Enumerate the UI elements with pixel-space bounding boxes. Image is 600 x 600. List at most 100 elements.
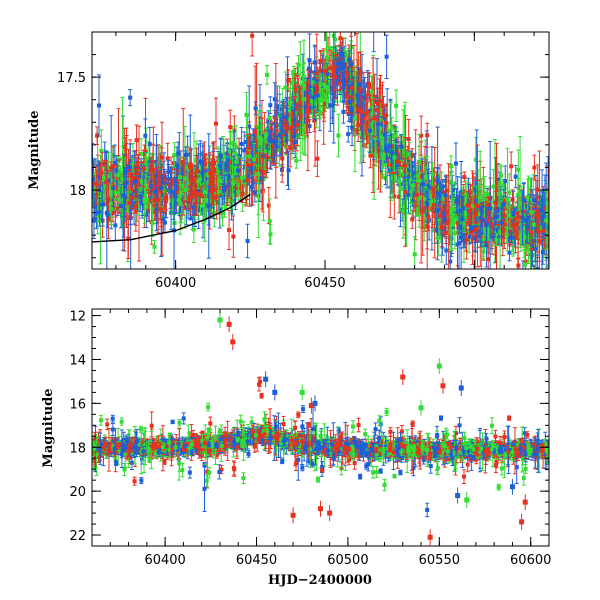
y-tick-label: 20 xyxy=(69,485,86,500)
outlier-point xyxy=(464,491,470,508)
data-point xyxy=(363,428,368,440)
data-point xyxy=(419,115,424,156)
data-point xyxy=(300,464,305,472)
data-point xyxy=(509,151,514,181)
y-tick-label: 16 xyxy=(69,397,86,412)
data-point xyxy=(206,442,211,448)
data-point xyxy=(488,140,493,269)
data-point xyxy=(516,257,521,269)
data-point xyxy=(349,32,354,37)
data-point xyxy=(528,447,533,454)
outlier-point xyxy=(440,377,446,394)
data-point xyxy=(356,417,361,433)
data-point xyxy=(241,472,246,485)
data-point xyxy=(326,12,330,28)
data-point xyxy=(132,476,137,486)
y-tick-label: 14 xyxy=(69,353,86,368)
data-point xyxy=(305,17,309,29)
data-point xyxy=(306,421,311,428)
data-point xyxy=(497,203,502,245)
data-point xyxy=(374,447,379,454)
bottom-x-axis-title: HJD−2400000 xyxy=(268,573,372,588)
data-point xyxy=(384,34,389,79)
data-point xyxy=(280,458,285,465)
data-point xyxy=(232,461,237,477)
data-point xyxy=(206,402,211,412)
data-point xyxy=(152,239,157,254)
data-point xyxy=(253,101,258,116)
data-point xyxy=(406,447,411,455)
y-tick-label: 22 xyxy=(69,529,86,544)
data-point xyxy=(98,414,103,426)
data-point xyxy=(520,260,525,269)
data-point xyxy=(320,467,325,473)
data-point xyxy=(493,457,498,474)
bottom-y-axis-title: Magnitude xyxy=(41,388,56,467)
data-point xyxy=(227,210,232,251)
outlier-point xyxy=(522,494,528,511)
data-point xyxy=(346,125,351,143)
data-point xyxy=(231,215,236,258)
data-point xyxy=(110,422,115,436)
data-point xyxy=(105,418,110,431)
data-point xyxy=(347,446,352,452)
outlier-point xyxy=(436,358,442,375)
data-point xyxy=(494,142,499,269)
data-point xyxy=(371,32,376,53)
data-point xyxy=(356,444,361,450)
data-point xyxy=(382,478,387,492)
x-tick-label: 60400 xyxy=(155,276,196,291)
data-point xyxy=(503,165,508,197)
y-tick-label: 18 xyxy=(69,441,86,456)
data-point xyxy=(425,502,430,518)
data-point xyxy=(110,414,115,423)
data-point xyxy=(384,407,389,417)
data-point xyxy=(264,65,269,85)
data-point xyxy=(245,223,250,259)
x-tick-label: 60550 xyxy=(419,553,460,568)
x-tick-label: 60500 xyxy=(454,276,495,291)
data-point xyxy=(378,468,383,474)
x-tick-label: 60400 xyxy=(144,553,185,568)
data-point xyxy=(217,464,222,480)
outlier-point xyxy=(519,513,525,530)
data-point xyxy=(392,473,397,479)
data-point xyxy=(358,473,363,480)
data-point xyxy=(457,417,462,434)
data-point xyxy=(303,445,308,452)
y-tick-label: 17.5 xyxy=(57,71,86,86)
data-point xyxy=(435,461,440,476)
outlier-point xyxy=(458,380,464,396)
outlier-point xyxy=(299,384,305,401)
data-point xyxy=(214,442,219,449)
data-point xyxy=(122,463,127,477)
data-point xyxy=(388,427,393,437)
data-point xyxy=(128,89,133,107)
data-point xyxy=(310,0,314,18)
outlier-point xyxy=(427,529,433,546)
data-point xyxy=(296,411,301,419)
data-point xyxy=(387,445,392,452)
data-point xyxy=(422,156,427,242)
top-data-points xyxy=(92,0,549,269)
data-point xyxy=(177,418,182,427)
data-point xyxy=(533,174,538,269)
data-point xyxy=(465,190,470,221)
x-tick-label: 60500 xyxy=(327,553,368,568)
data-point xyxy=(206,427,211,434)
data-point xyxy=(204,474,209,488)
data-point xyxy=(214,97,219,150)
x-tick-label: 60450 xyxy=(304,276,345,291)
data-point xyxy=(180,463,185,478)
data-point xyxy=(187,466,192,479)
data-point xyxy=(259,433,264,438)
data-point xyxy=(523,250,528,269)
data-point xyxy=(496,483,501,491)
outlier-point xyxy=(418,399,424,416)
data-point xyxy=(425,122,430,148)
data-point xyxy=(394,89,399,123)
data-point xyxy=(181,412,186,425)
x-tick-label: 60450 xyxy=(236,553,277,568)
